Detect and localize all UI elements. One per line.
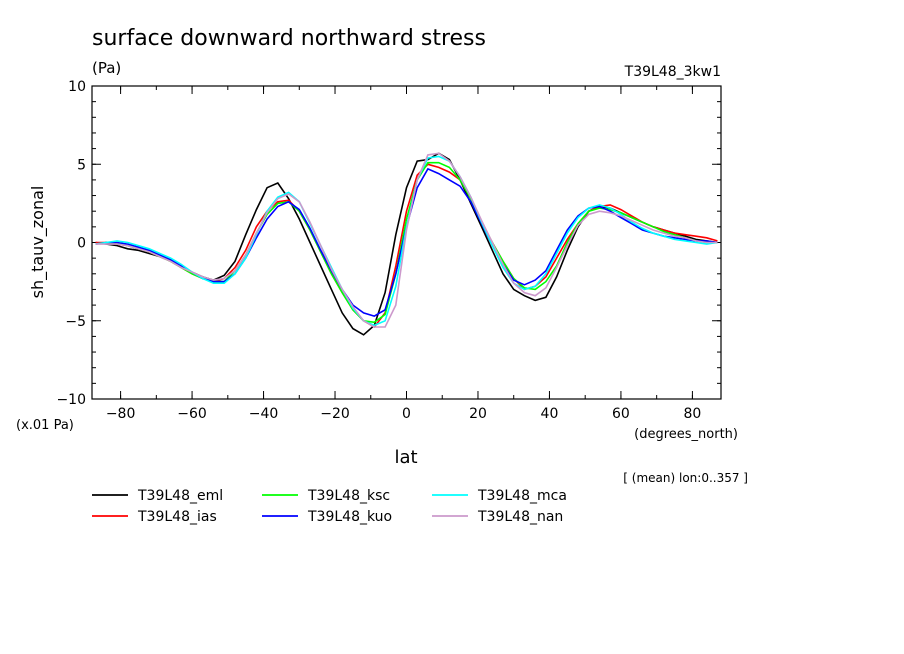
x-tick-label: −80: [106, 406, 136, 422]
x-tick-label: 20: [469, 406, 487, 422]
x-tick-label: −20: [320, 406, 350, 422]
y-tick-label: 5: [77, 157, 86, 173]
x-tick-label: 80: [683, 406, 701, 422]
x-tick-label: 40: [541, 406, 559, 422]
plot-area: −80 −60 −40 −20 0 20 40 60 80 −10 −5 0 5 10: [56, 79, 722, 422]
y-tick-label: −5: [65, 314, 86, 330]
x-unit-label: (degrees_north): [634, 427, 738, 442]
y-tick-label: 10: [68, 79, 86, 95]
legend-label-T39L48_ias: T39L48_ias: [137, 509, 217, 525]
x-axis-label: lat: [394, 447, 417, 468]
run-label: T39L48_3kw1: [624, 64, 721, 80]
x-tick-label: 60: [612, 406, 630, 422]
legend: T39L48_eml T39L48_ias T39L48_ksc T39L48_kuo…: [92, 488, 567, 525]
x-tick-label: 0: [402, 406, 411, 422]
legend-label-T39L48_mca: T39L48_mca: [477, 488, 567, 504]
y-axis-label: sh_tauv_zonal: [28, 186, 48, 299]
x-tick-label: −40: [249, 406, 279, 422]
legend-label-T39L48_kuo: T39L48_kuo: [307, 509, 392, 525]
y-scale-label: (x.01 Pa): [16, 418, 74, 433]
series-line-T39L48_eml: [95, 152, 718, 336]
legend-label-T39L48_eml: T39L48_eml: [137, 488, 223, 504]
series-line-T39L48_nan: [95, 152, 718, 328]
legend-label-T39L48_nan: T39L48_nan: [477, 509, 563, 525]
x-tick-label: −60: [177, 406, 207, 422]
legend-label-T39L48_ksc: T39L48_ksc: [307, 488, 390, 504]
y-tick-label: 0: [77, 236, 86, 252]
plot-frame: [91, 85, 722, 400]
y-tick-label: −10: [56, 392, 86, 408]
unit-label: (Pa): [92, 59, 121, 77]
chart-title: surface downward northward stress: [92, 26, 486, 51]
series-line-T39L48_mca: [95, 155, 718, 327]
mean-note: [ (mean) lon:0..357 ]: [623, 471, 748, 485]
